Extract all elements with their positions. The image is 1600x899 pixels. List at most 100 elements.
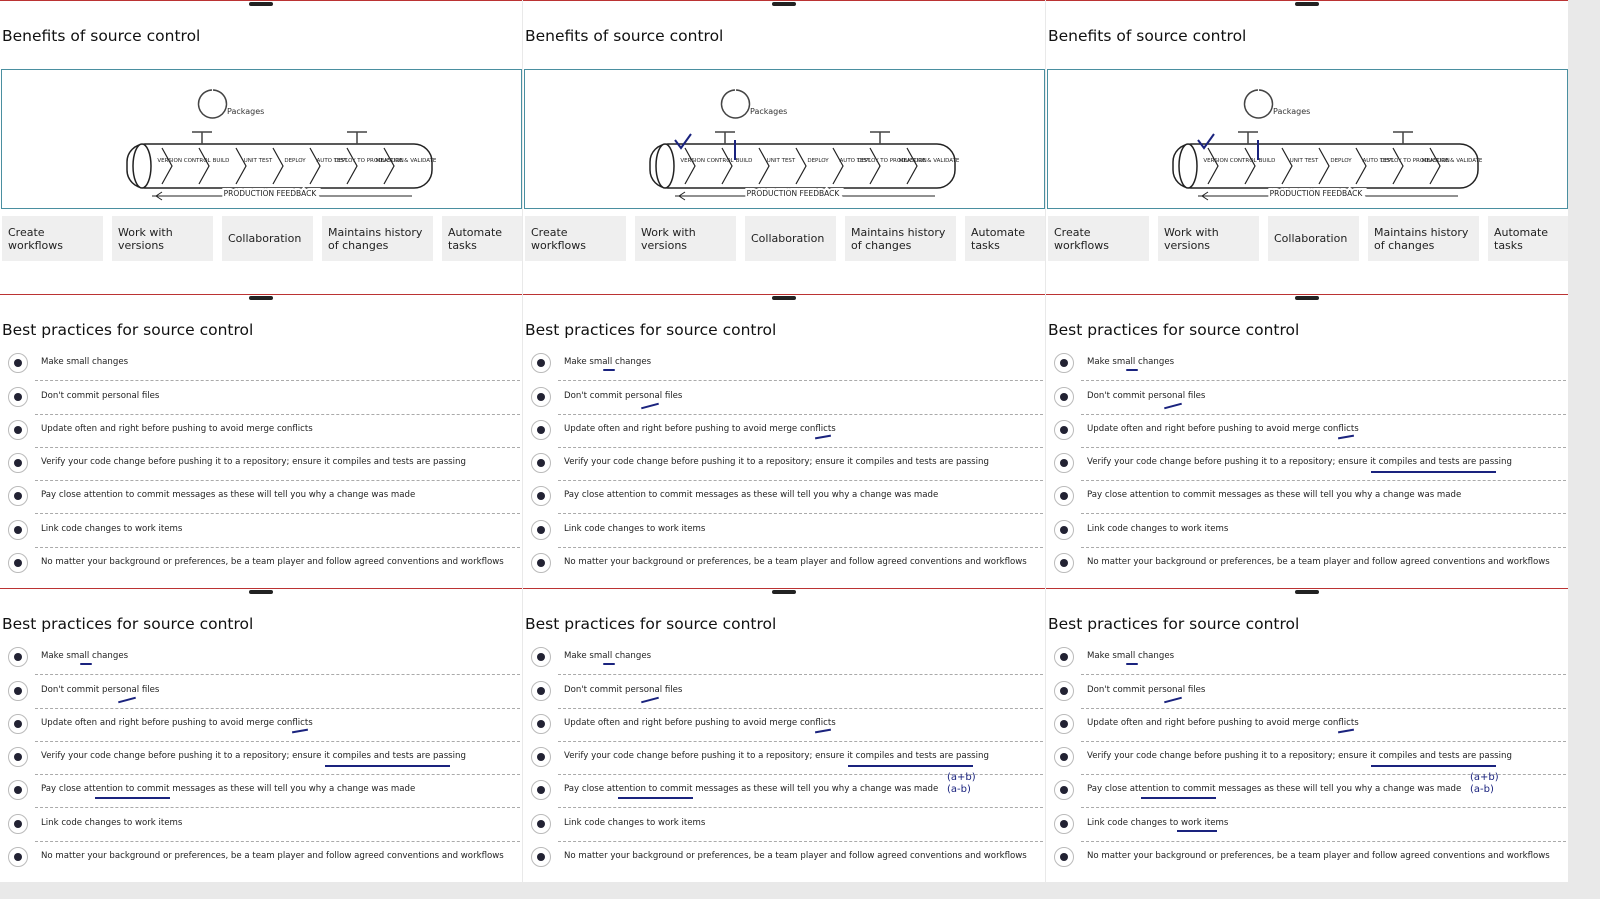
separator (35, 708, 520, 709)
separator (35, 547, 520, 548)
stage-label: DEPLOY (807, 158, 829, 164)
separator (1081, 480, 1566, 481)
practice-item: No matter your background or preferences… (1087, 851, 1550, 861)
ink-underline (603, 369, 615, 371)
separator (558, 447, 1043, 448)
practice-icon (531, 747, 551, 767)
stage-label: UNIT TEST (1290, 158, 1319, 164)
practice-item: Update often and right before pushing to… (1087, 424, 1359, 434)
ink-underline (1126, 663, 1138, 665)
benefit-card: Automate tasks (1488, 216, 1568, 261)
stage-chevron (1392, 147, 1404, 185)
benefit-card: Create workflows (2, 216, 103, 261)
slide-marker (1295, 2, 1319, 6)
separator (558, 513, 1043, 514)
packages-label: Packages (1273, 107, 1310, 116)
practice-icon (531, 353, 551, 373)
practice-icon (8, 387, 28, 407)
practice-icon (1054, 353, 1074, 373)
practice-item: Verify your code change before pushing i… (564, 457, 989, 467)
practice-icon (1054, 647, 1074, 667)
slide-title: Benefits of source control (525, 27, 724, 45)
icon-glyph (14, 720, 22, 728)
benefit-card: Collaboration (1268, 216, 1359, 261)
pipeline-sketch: Packages VERSION CONTROL BUILD UNIT TEST DEP… (1172, 89, 1483, 201)
stage-label: DEPLOY (1330, 158, 1352, 164)
icon-glyph (537, 426, 545, 434)
ink-underline (1126, 369, 1138, 371)
ink-underline (291, 728, 309, 734)
slide-marker (1295, 296, 1319, 300)
icon-glyph (1060, 653, 1068, 661)
practice-item: Verify your code change before pushing i… (1087, 457, 1512, 467)
stage-chevron (1244, 147, 1256, 185)
slide-marker (1295, 590, 1319, 594)
pipeline-image: Packages VERSION CONTROL BUILD UNIT TEST DEP… (524, 69, 1045, 209)
practice-item: Pay close attention to commit messages a… (564, 490, 939, 500)
practice-item: Update often and right before pushing to… (41, 424, 313, 434)
ink-underline (1177, 830, 1217, 832)
separator (35, 741, 520, 742)
valve (192, 89, 367, 144)
slide-title: Benefits of source control (2, 27, 201, 45)
slide-title: Best practices for source control (1048, 615, 1300, 633)
icon-glyph (1060, 720, 1068, 728)
separator (35, 447, 520, 448)
icon-glyph (14, 459, 22, 467)
practice-item: Don't commit personal files (1087, 685, 1206, 695)
separator (558, 841, 1043, 842)
icon-glyph (14, 653, 22, 661)
slide: Benefits of source control Packages VERSIO… (1046, 0, 1568, 294)
stage-chevron (1281, 147, 1293, 185)
stage-chevron (758, 147, 770, 185)
practice-item: Don't commit personal files (41, 391, 160, 401)
practice-icon (8, 553, 28, 573)
icon-glyph (537, 526, 545, 534)
stage-label: MEASURE & VALIDATE (376, 158, 437, 164)
stage-chevron (1355, 147, 1367, 185)
practice-icon (8, 681, 28, 701)
slide-marker (249, 2, 273, 6)
practice-item: Link code changes to work items (1087, 524, 1229, 534)
stage-chevron (198, 147, 210, 185)
slide-marker (772, 2, 796, 6)
ink-underline (1371, 471, 1496, 473)
practice-icon (531, 714, 551, 734)
slide-marker (772, 296, 796, 300)
ink-underline (848, 765, 973, 767)
ink-underline (1337, 434, 1355, 440)
practice-item: Update often and right before pushing to… (564, 424, 836, 434)
stage-label: AUTO TEST (317, 158, 349, 164)
practice-item: Don't commit personal files (564, 391, 683, 401)
practice-icon (8, 814, 28, 834)
practice-icon (8, 747, 28, 767)
separator (1081, 447, 1566, 448)
ink-underline (1164, 696, 1182, 704)
slide: Best practices for source control Make sm… (1046, 588, 1568, 882)
separator (35, 513, 520, 514)
practice-item: Don't commit personal files (564, 685, 683, 695)
ink-underline (1337, 728, 1355, 734)
slide: Best practices for source control Make sm… (523, 588, 1045, 882)
practice-icon (8, 486, 28, 506)
practice-icon (531, 520, 551, 540)
stage-label: UNIT TEST (767, 158, 796, 164)
practice-icon (8, 353, 28, 373)
feedback-label: PRODUCTION FEEDBACK (224, 189, 318, 198)
practice-icon (1054, 387, 1074, 407)
practice-icon (1054, 520, 1074, 540)
practice-icon (1054, 420, 1074, 440)
icon-glyph (537, 753, 545, 761)
practice-item: Make small changes (564, 651, 652, 661)
separator (1081, 841, 1566, 842)
stage-chevron (1429, 147, 1441, 185)
icon-glyph (14, 820, 22, 828)
stage-label: DEPLOY (284, 158, 306, 164)
ink-underline (1371, 765, 1496, 767)
slide: Best practices for source control Make sm… (0, 588, 522, 882)
icon-glyph (1060, 853, 1068, 861)
slide-marker (772, 590, 796, 594)
icon-glyph (14, 359, 22, 367)
practice-icon (531, 647, 551, 667)
practice-item: Verify your code change before pushing i… (564, 751, 989, 761)
